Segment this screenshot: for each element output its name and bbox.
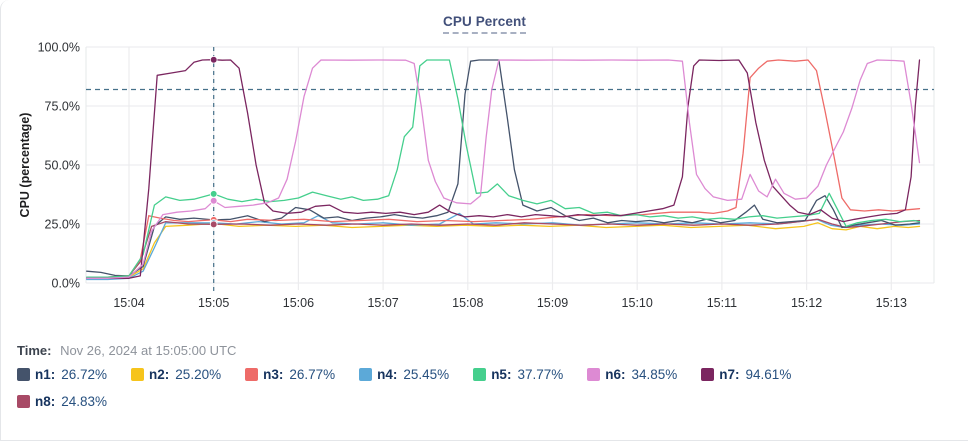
series-line-n1	[86, 59, 921, 277]
legend-swatch	[473, 368, 487, 381]
series-line-n6	[86, 59, 921, 279]
x-tick-label: 15:10	[622, 296, 653, 310]
x-tick-label: 15:06	[283, 296, 314, 310]
x-tick-label: 15:07	[367, 296, 398, 310]
y-tick-label: 50.0%	[45, 159, 80, 173]
legend-series-value: 94.61%	[745, 367, 792, 382]
cursor-dot-n6	[209, 196, 218, 205]
legend-swatch	[17, 368, 30, 381]
chart-legend: n1: 26.72% n2: 25.20% n3: 26.77% n4: 25.…	[17, 367, 897, 409]
legend-series-value: 34.85%	[631, 367, 678, 382]
x-tick-label: 15:05	[198, 296, 229, 310]
axis-labels: 0.0% 25.0% 50.0% 75.0% 100.0% 15:04 15:05 15:06…	[38, 41, 907, 311]
legend-swatch	[359, 368, 373, 381]
x-tick-label: 15:12	[791, 296, 822, 310]
legend-series-name: n5:	[491, 367, 512, 382]
cursor-dot-n5	[209, 190, 218, 198]
chart-title-wrap: CPU Percent	[1, 13, 968, 34]
legend-series-value: 24.83%	[61, 394, 108, 409]
y-axis-title: CPU (percentage)	[18, 112, 32, 218]
legend-item-n1[interactable]: n1: 26.72%	[17, 367, 107, 382]
series-line-n7	[86, 59, 921, 279]
x-tick-label: 15:09	[537, 296, 568, 310]
legend-item-n8[interactable]: n8: 24.83%	[17, 394, 107, 409]
legend-swatch	[701, 368, 715, 381]
cursor-dot-n7	[209, 55, 218, 64]
x-tick-label: 15:11	[707, 296, 737, 310]
legend-series-value: 26.72%	[61, 367, 108, 382]
chart-title[interactable]: CPU Percent	[443, 14, 526, 34]
series-line-n8	[86, 218, 921, 279]
legend-swatch	[587, 368, 601, 381]
legend-swatch	[17, 395, 30, 408]
time-label: Time:	[17, 343, 52, 358]
legend-series-name: n4:	[377, 367, 398, 382]
legend-series-name: n2:	[149, 367, 170, 382]
cursor-dot-n8	[209, 220, 218, 229]
series-line-n2	[86, 222, 921, 279]
time-value: Nov 26, 2024 at 15:05:00 UTC	[60, 343, 237, 358]
y-tick-label: 0.0%	[52, 277, 81, 291]
x-tick-label: 15:04	[113, 296, 144, 310]
legend-series-value: 25.45%	[403, 367, 450, 382]
legend-series-value: 37.77%	[517, 367, 564, 382]
legend-series-name: n6:	[605, 367, 626, 382]
legend-swatch	[131, 368, 145, 381]
legend-swatch	[245, 368, 259, 381]
legend-item-n5[interactable]: n5: 37.77%	[473, 367, 563, 382]
legend-item-n6[interactable]: n6: 34.85%	[587, 367, 677, 382]
y-tick-label: 100.0%	[38, 41, 80, 55]
legend-item-n2[interactable]: n2: 25.20%	[131, 367, 221, 382]
legend-series-name: n1:	[35, 367, 56, 382]
cursor-time-row: Time: Nov 26, 2024 at 15:05:00 UTC	[17, 343, 236, 358]
x-tick-label: 15:08	[452, 296, 483, 310]
cpu-chart-plot[interactable]: 0.0% 25.0% 50.0% 75.0% 100.0% 15:04 15:05 15:06…	[1, 0, 968, 330]
x-tick-label: 15:13	[876, 296, 907, 310]
y-tick-label: 75.0%	[45, 100, 80, 114]
legend-series-value: 25.20%	[175, 367, 222, 382]
legend-series-value: 26.77%	[289, 367, 336, 382]
legend-item-n4[interactable]: n4: 25.45%	[359, 367, 449, 382]
legend-series-name: n8:	[35, 394, 56, 409]
legend-item-n7[interactable]: n7: 94.61%	[701, 367, 791, 382]
legend-item-n3[interactable]: n3: 26.77%	[245, 367, 335, 382]
series-line-n5	[86, 59, 921, 278]
y-tick-label: 25.0%	[45, 218, 80, 232]
legend-series-name: n7:	[719, 367, 740, 382]
legend-series-name: n3:	[263, 367, 284, 382]
